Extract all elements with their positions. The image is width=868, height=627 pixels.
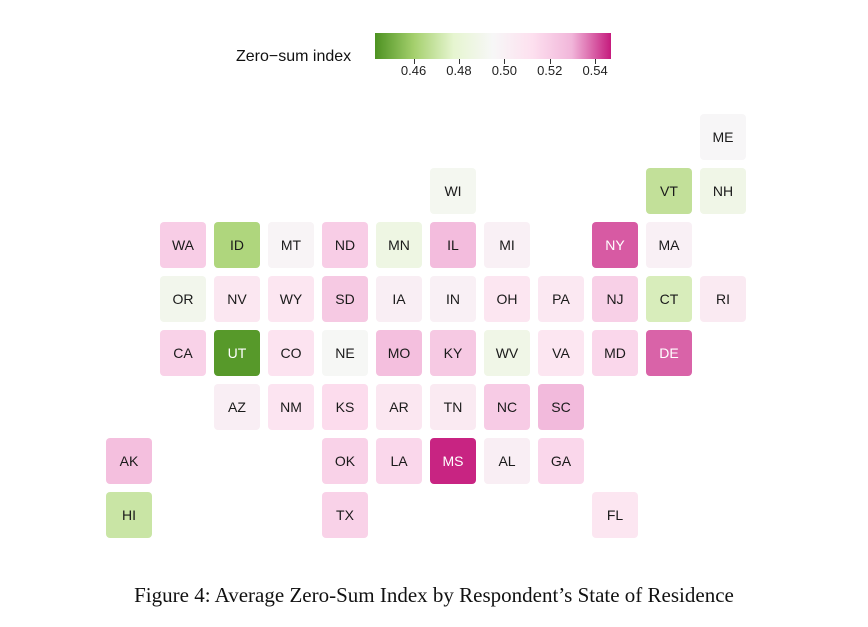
state-tile-tx: TX [322,492,368,538]
state-tile-ut: UT [214,330,260,376]
state-tile-wy: WY [268,276,314,322]
state-tile-ma: MA [646,222,692,268]
legend-title: Zero−sum index [236,48,352,65]
legend-tick [504,59,506,64]
figure-caption: Figure 4: Average Zero-Sum Index by Resp… [134,583,734,607]
state-tile-ok: OK [322,438,368,484]
legend-tick-label: 0.54 [582,63,608,78]
state-tile-sd: SD [322,276,368,322]
state-tile-nm: NM [268,384,314,430]
state-tile-sc: SC [538,384,584,430]
state-tile-nj: NJ [592,276,638,322]
state-tile-oh: OH [484,276,530,322]
state-tile-wv: WV [484,330,530,376]
state-tile-md: MD [592,330,638,376]
legend-tick-label: 0.48 [446,63,472,78]
legend-tick-label: 0.50 [491,63,517,78]
state-tile-tn: TN [430,384,476,430]
state-tile-mt: MT [268,222,314,268]
state-tile-ny: NY [592,222,638,268]
state-tile-ri: RI [700,276,746,322]
state-tile-hi: HI [106,492,152,538]
state-tile-va: VA [538,330,584,376]
state-tile-ga: GA [538,438,584,484]
state-tile-ne: NE [322,330,368,376]
state-tile-ca: CA [160,330,206,376]
legend-tick [595,59,597,64]
legend-tick [458,59,460,64]
state-tile-ms: MS [430,438,476,484]
state-tile-co: CO [268,330,314,376]
state-tile-fl: FL [592,492,638,538]
state-tile-az: AZ [214,384,260,430]
state-tile-nd: ND [322,222,368,268]
state-tile-mn: MN [376,222,422,268]
state-tile-nh: NH [700,168,746,214]
legend-tick [413,59,415,64]
legend-tick-label: 0.46 [400,63,427,78]
state-tile-ak: AK [106,438,152,484]
state-tile-in: IN [430,276,476,322]
state-tile-ks: KS [322,384,368,430]
state-tile-al: AL [484,438,530,484]
state-tile-vt: VT [646,168,692,214]
state-tile-nv: NV [214,276,260,322]
state-tile-id: ID [214,222,260,268]
legend-color-bar [375,33,611,59]
state-tile-ar: AR [376,384,422,430]
state-tile-nc: NC [484,384,530,430]
state-tile-la: LA [376,438,422,484]
state-tile-il: IL [430,222,476,268]
legend-tick [549,59,551,64]
state-tile-ky: KY [430,330,476,376]
state-tile-me: ME [700,114,746,160]
state-tile-ia: IA [376,276,422,322]
state-tile-mo: MO [376,330,422,376]
state-tile-or: OR [160,276,206,322]
state-tile-wi: WI [430,168,476,214]
state-tile-ct: CT [646,276,692,322]
state-tile-mi: MI [484,222,530,268]
state-tile-pa: PA [538,276,584,322]
state-tile-wa: WA [160,222,206,268]
state-tile-map: ME WI VT NH WA ID MT ND MN IL MI NY MA OR NV WY SD IA IN OH… [106,114,746,538]
legend-tick-label: 0.52 [537,63,563,78]
color-legend: Zero−sum index 0.46 0.48 0.50 0.52 0.54 [236,32,636,82]
state-tile-de: DE [646,330,692,376]
